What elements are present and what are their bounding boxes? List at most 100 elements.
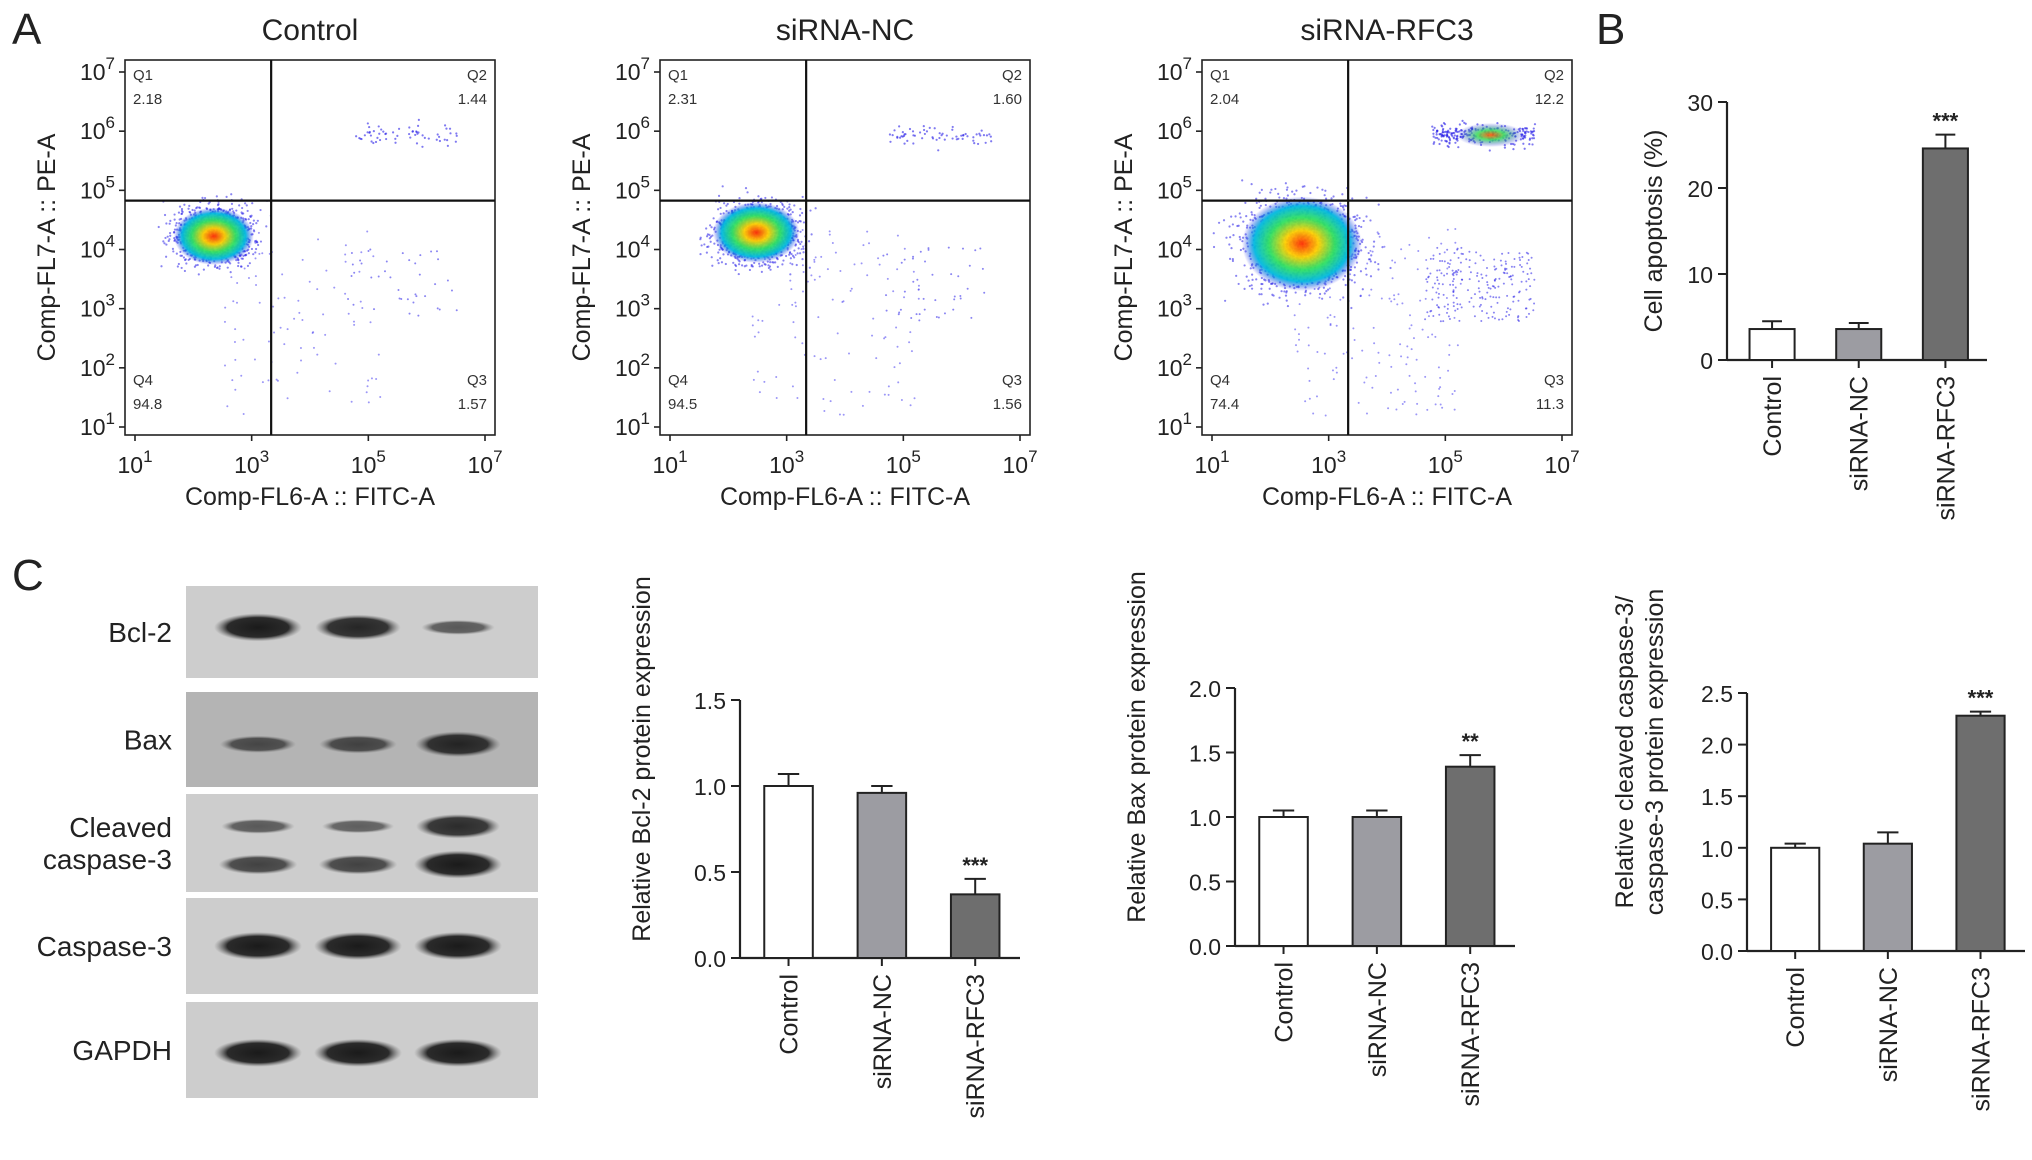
flow-event: [1293, 314, 1296, 317]
flow-event: [231, 207, 234, 210]
flow-event: [758, 265, 761, 268]
flow-event: [770, 196, 774, 199]
flow-event: [1397, 293, 1400, 296]
flow-event: [369, 248, 372, 251]
flow-event: [751, 324, 754, 327]
flow-event: [799, 207, 802, 211]
flow-event: [1403, 400, 1406, 403]
flow-event: [398, 297, 401, 300]
flow-event: [758, 391, 761, 394]
flow-event: [1441, 283, 1444, 286]
flow-event: [752, 378, 755, 381]
flow-event: [1365, 376, 1368, 379]
flow-event: [435, 250, 438, 253]
flow-event: [168, 231, 172, 235]
flow-event: [377, 353, 380, 356]
flow-event: [738, 202, 741, 205]
flow-event: [959, 297, 962, 300]
flow-event: [1525, 288, 1528, 291]
flow-event: [1453, 408, 1456, 411]
flow-event: [1367, 251, 1370, 255]
flow-event: [1230, 247, 1233, 250]
flow-event: [325, 269, 328, 272]
flow-event: [242, 413, 245, 416]
flow-event: [1390, 365, 1393, 368]
flow-event: [1377, 351, 1380, 354]
flow-event: [389, 276, 392, 279]
flow-event: [1449, 259, 1452, 262]
flow-event: [1494, 286, 1497, 289]
flow-event: [421, 145, 424, 148]
flow-event: [169, 219, 172, 222]
flow-density-core: [173, 207, 254, 265]
flow-event: [301, 258, 304, 261]
flow-event: [743, 265, 746, 268]
flow-event: [1260, 293, 1263, 296]
flow-event: [1432, 128, 1435, 132]
flow-event: [1508, 313, 1511, 316]
flow-event: [756, 370, 759, 373]
flow-event: [862, 244, 865, 247]
flow-event: [871, 334, 874, 337]
flow-event: [361, 307, 364, 310]
flow-event: [1518, 290, 1521, 293]
flow-event: [794, 336, 797, 339]
flow-event: [446, 144, 449, 147]
flow-event: [1447, 303, 1450, 306]
flow-event: [751, 315, 754, 318]
flow-event: [1501, 318, 1504, 321]
flow-event: [180, 254, 184, 257]
flow-event: [1262, 303, 1265, 306]
flow-event: [1342, 278, 1345, 281]
flow-event: [1458, 319, 1461, 322]
flow-cytometry-panel: ControlQ12.18Q21.44Q31.57Q494.8101102103…: [33, 14, 1580, 511]
flow-event: [1412, 337, 1415, 340]
flow-event: [412, 301, 415, 304]
flow-event: [1285, 291, 1288, 294]
y-tick-label: 102: [80, 350, 115, 381]
flow-event: [1368, 294, 1371, 297]
flow-event: [839, 270, 842, 273]
flow-event: [296, 371, 299, 374]
flow-event: [789, 257, 792, 260]
flow-event: [1330, 197, 1333, 200]
flow-event: [378, 132, 381, 135]
flow-event: [438, 308, 441, 311]
flow-event: [1419, 299, 1422, 302]
y-tick-label: 105: [80, 172, 115, 203]
flow-event: [350, 252, 353, 255]
flow-event: [1294, 344, 1297, 347]
flow-event: [245, 204, 248, 207]
flow-event: [1448, 141, 1451, 144]
flow-event: [1513, 257, 1516, 260]
flow-event: [793, 249, 796, 252]
flow-event: [813, 355, 816, 358]
flow-event: [1431, 333, 1434, 336]
flow-event: [877, 257, 880, 260]
flow-event: [757, 195, 760, 198]
flow-event: [1496, 301, 1499, 304]
flow-event: [435, 138, 438, 141]
y-tick-label: 104: [80, 232, 115, 263]
flow-event: [188, 210, 191, 214]
flow-event: [183, 203, 186, 206]
flow-event: [165, 243, 168, 246]
flow-event: [781, 263, 784, 266]
flow-event: [807, 240, 811, 243]
flow-event: [218, 267, 221, 270]
flow-event: [1440, 242, 1443, 245]
flow-event: [185, 262, 188, 265]
flow-event: [912, 255, 915, 258]
flow-event: [796, 221, 800, 224]
flow-event: [1452, 277, 1455, 280]
flow-event: [1425, 259, 1428, 262]
flow-event: [359, 137, 362, 140]
flow-event: [350, 275, 353, 278]
flow-event: [254, 247, 258, 251]
flow-event: [257, 231, 260, 234]
flow-event: [454, 140, 457, 143]
flow-event: [1525, 127, 1529, 130]
flow-event: [369, 321, 372, 324]
flow-event: [1298, 338, 1301, 341]
flow-event: [1393, 294, 1396, 297]
